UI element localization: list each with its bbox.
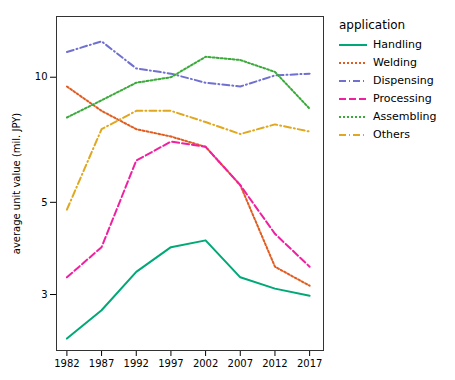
- html-text:Others: Others: [373, 128, 410, 141]
- svg-text:2007: 2007: [228, 358, 253, 369]
- svg-text:10: 10: [35, 71, 48, 82]
- svg-text:average unit value (mil. JPY): average unit value (mil. JPY): [11, 113, 22, 255]
- html-text:Welding: Welding: [373, 56, 418, 69]
- html-text:Handling: Handling: [373, 38, 422, 51]
- svg-text:2012: 2012: [262, 358, 287, 369]
- html-text:Assembling: Assembling: [373, 110, 437, 123]
- svg-text:2002: 2002: [193, 358, 218, 369]
- svg-text:5: 5: [41, 197, 47, 208]
- svg-text:1997: 1997: [158, 358, 183, 369]
- html-text:Dispensing: Dispensing: [373, 74, 434, 87]
- svg-text:1992: 1992: [124, 358, 149, 369]
- html-text:Processing: Processing: [373, 92, 432, 105]
- svg-text:1982: 1982: [54, 358, 79, 369]
- svg-text:1987: 1987: [89, 358, 114, 369]
- html-text:application: application: [339, 18, 406, 32]
- svg-text:3: 3: [41, 289, 47, 300]
- svg-text:2017: 2017: [297, 358, 322, 369]
